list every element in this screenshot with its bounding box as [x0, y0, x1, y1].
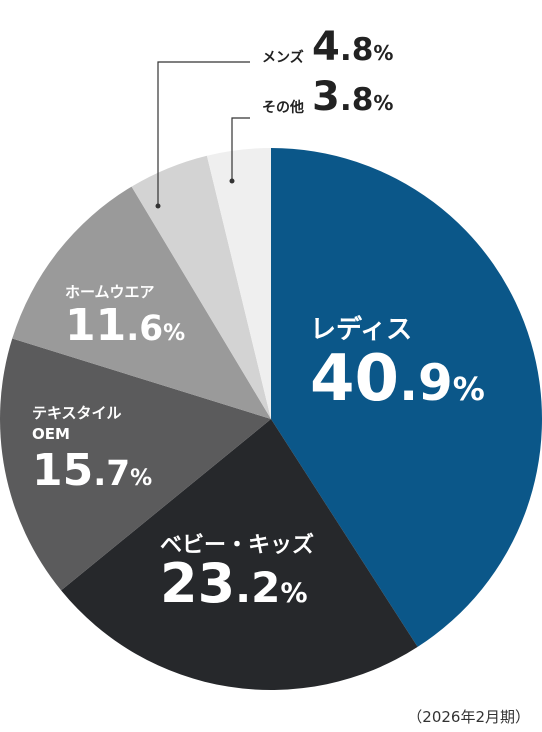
- note: （2026年2月期）: [407, 708, 530, 726]
- category-label: メンズ: [262, 49, 304, 66]
- leader-lines: [155, 61, 250, 209]
- pie-slice: [206, 148, 271, 419]
- pie-slice: [0, 338, 271, 591]
- leader-line: [157, 61, 250, 205]
- pie-slice: [12, 186, 271, 419]
- category-label: その他: [262, 99, 304, 116]
- pie-slice: [271, 148, 542, 647]
- value-label: 23.2%: [160, 552, 308, 615]
- category-label: レディス: [310, 314, 412, 345]
- leader-line: [231, 117, 250, 180]
- category-label: ベビー・キッズ: [160, 532, 314, 558]
- leader-dot: [229, 178, 235, 184]
- category-label: テキスタイル OEM: [32, 404, 122, 443]
- leader-dot: [155, 203, 161, 209]
- pie: [0, 148, 542, 691]
- value-label: 4.8%: [312, 24, 393, 70]
- pie-slice: [131, 155, 271, 419]
- value-label: 15.7%: [32, 445, 152, 496]
- pie-slice: [61, 419, 418, 691]
- value-label: 11.6%: [65, 300, 185, 351]
- category-label: ホームウエア: [65, 283, 155, 301]
- value-label: 40.9%: [310, 342, 485, 416]
- value-label: 3.8%: [312, 74, 393, 120]
